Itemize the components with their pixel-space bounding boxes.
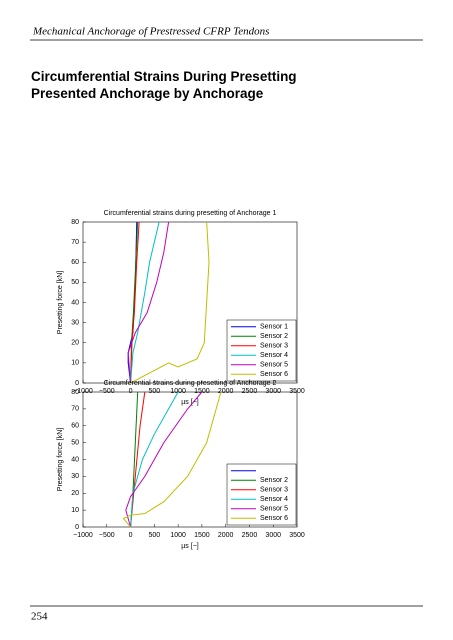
y-tick-label: 70 <box>71 239 79 246</box>
x-tick-label: 1000 <box>170 388 186 395</box>
legend-label: Sensor 6 <box>260 371 288 378</box>
y-tick-label: 40 <box>71 299 79 306</box>
x-tick-label: −1000 <box>73 532 93 539</box>
y-tick-label: 10 <box>71 360 79 367</box>
x-tick-label: −500 <box>99 532 115 539</box>
legend-label: Sensor 6 <box>260 515 288 522</box>
series-line <box>130 221 140 384</box>
y-tick-label: 40 <box>71 456 79 463</box>
x-tick-label: 3000 <box>265 532 281 539</box>
y-tick-label: 50 <box>71 439 79 446</box>
y-tick-label: 50 <box>71 279 79 286</box>
y-tick-label: 20 <box>71 340 79 347</box>
page-number: 254 <box>31 611 48 623</box>
x-tick-label: 1500 <box>194 532 210 539</box>
x-tick-label: 2000 <box>218 388 234 395</box>
section-heading: Circumferential Strains During Presettin… <box>31 69 297 101</box>
y-tick-label: 30 <box>71 473 79 480</box>
x-tick-label: −500 <box>99 388 115 395</box>
y-tick-label: 30 <box>71 319 79 326</box>
y-tick-label: 20 <box>71 490 79 497</box>
x-tick-label: 3500 <box>289 532 305 539</box>
legend-box <box>226 463 297 526</box>
legend-label: Sensor 5 <box>260 506 288 513</box>
y-axis-label: Presetting force [kN] <box>57 428 64 491</box>
series-line <box>130 391 179 528</box>
x-tick-label: 1000 <box>170 532 186 539</box>
x-axis-label: µs [−] <box>181 543 199 550</box>
legend-label: Sensor 3 <box>260 343 288 350</box>
chart-title: Circumferential strains during presettin… <box>104 210 277 217</box>
y-tick-label: 70 <box>71 406 79 413</box>
y-axis-label: Presetting force [kN] <box>57 271 64 334</box>
chart-title: Circumferential strains during presettin… <box>104 380 277 387</box>
x-tick-label: 2000 <box>218 532 234 539</box>
legend-label: Sensor 2 <box>260 477 288 484</box>
y-tick-label: 10 <box>71 507 79 514</box>
x-tick-label: −1000 <box>73 388 93 395</box>
legend-label: Sensor 1 <box>260 324 288 331</box>
x-tick-label: 0 <box>129 532 133 539</box>
y-tick-label: 60 <box>71 259 79 266</box>
series-line <box>122 391 222 528</box>
x-axis-label: µs [−] <box>181 399 199 406</box>
legend-box <box>226 319 297 382</box>
series-line <box>125 391 203 528</box>
legend-label: Sensor 3 <box>260 487 288 494</box>
series-line <box>130 391 146 528</box>
x-tick-label: 2500 <box>242 532 258 539</box>
series-line <box>127 221 170 384</box>
legend-label: Sensor 2 <box>260 333 288 340</box>
x-tick-label: 3000 <box>265 388 281 395</box>
running-header: Mechanical Anchorage of Prestressed CFRP… <box>32 26 269 38</box>
x-tick-label: 2500 <box>242 388 258 395</box>
x-tick-label: 500 <box>148 532 160 539</box>
series-line <box>130 221 160 384</box>
series-line <box>130 221 210 384</box>
legend-label: Sensor 4 <box>260 352 288 359</box>
x-tick-label: 3500 <box>289 388 305 395</box>
x-tick-label: 500 <box>148 388 160 395</box>
legend-label: Sensor 4 <box>260 496 288 503</box>
y-tick-label: 80 <box>71 389 79 396</box>
y-tick-label: 0 <box>75 524 79 531</box>
heading-box: Circumferential Strains During Presettin… <box>31 69 297 101</box>
y-tick-label: 60 <box>71 423 79 430</box>
y-tick-label: 0 <box>75 380 79 387</box>
legend-label: Sensor 5 <box>260 362 288 369</box>
y-tick-label: 80 <box>71 219 79 226</box>
x-tick-label: 1500 <box>194 388 210 395</box>
x-tick-label: 0 <box>129 388 133 395</box>
